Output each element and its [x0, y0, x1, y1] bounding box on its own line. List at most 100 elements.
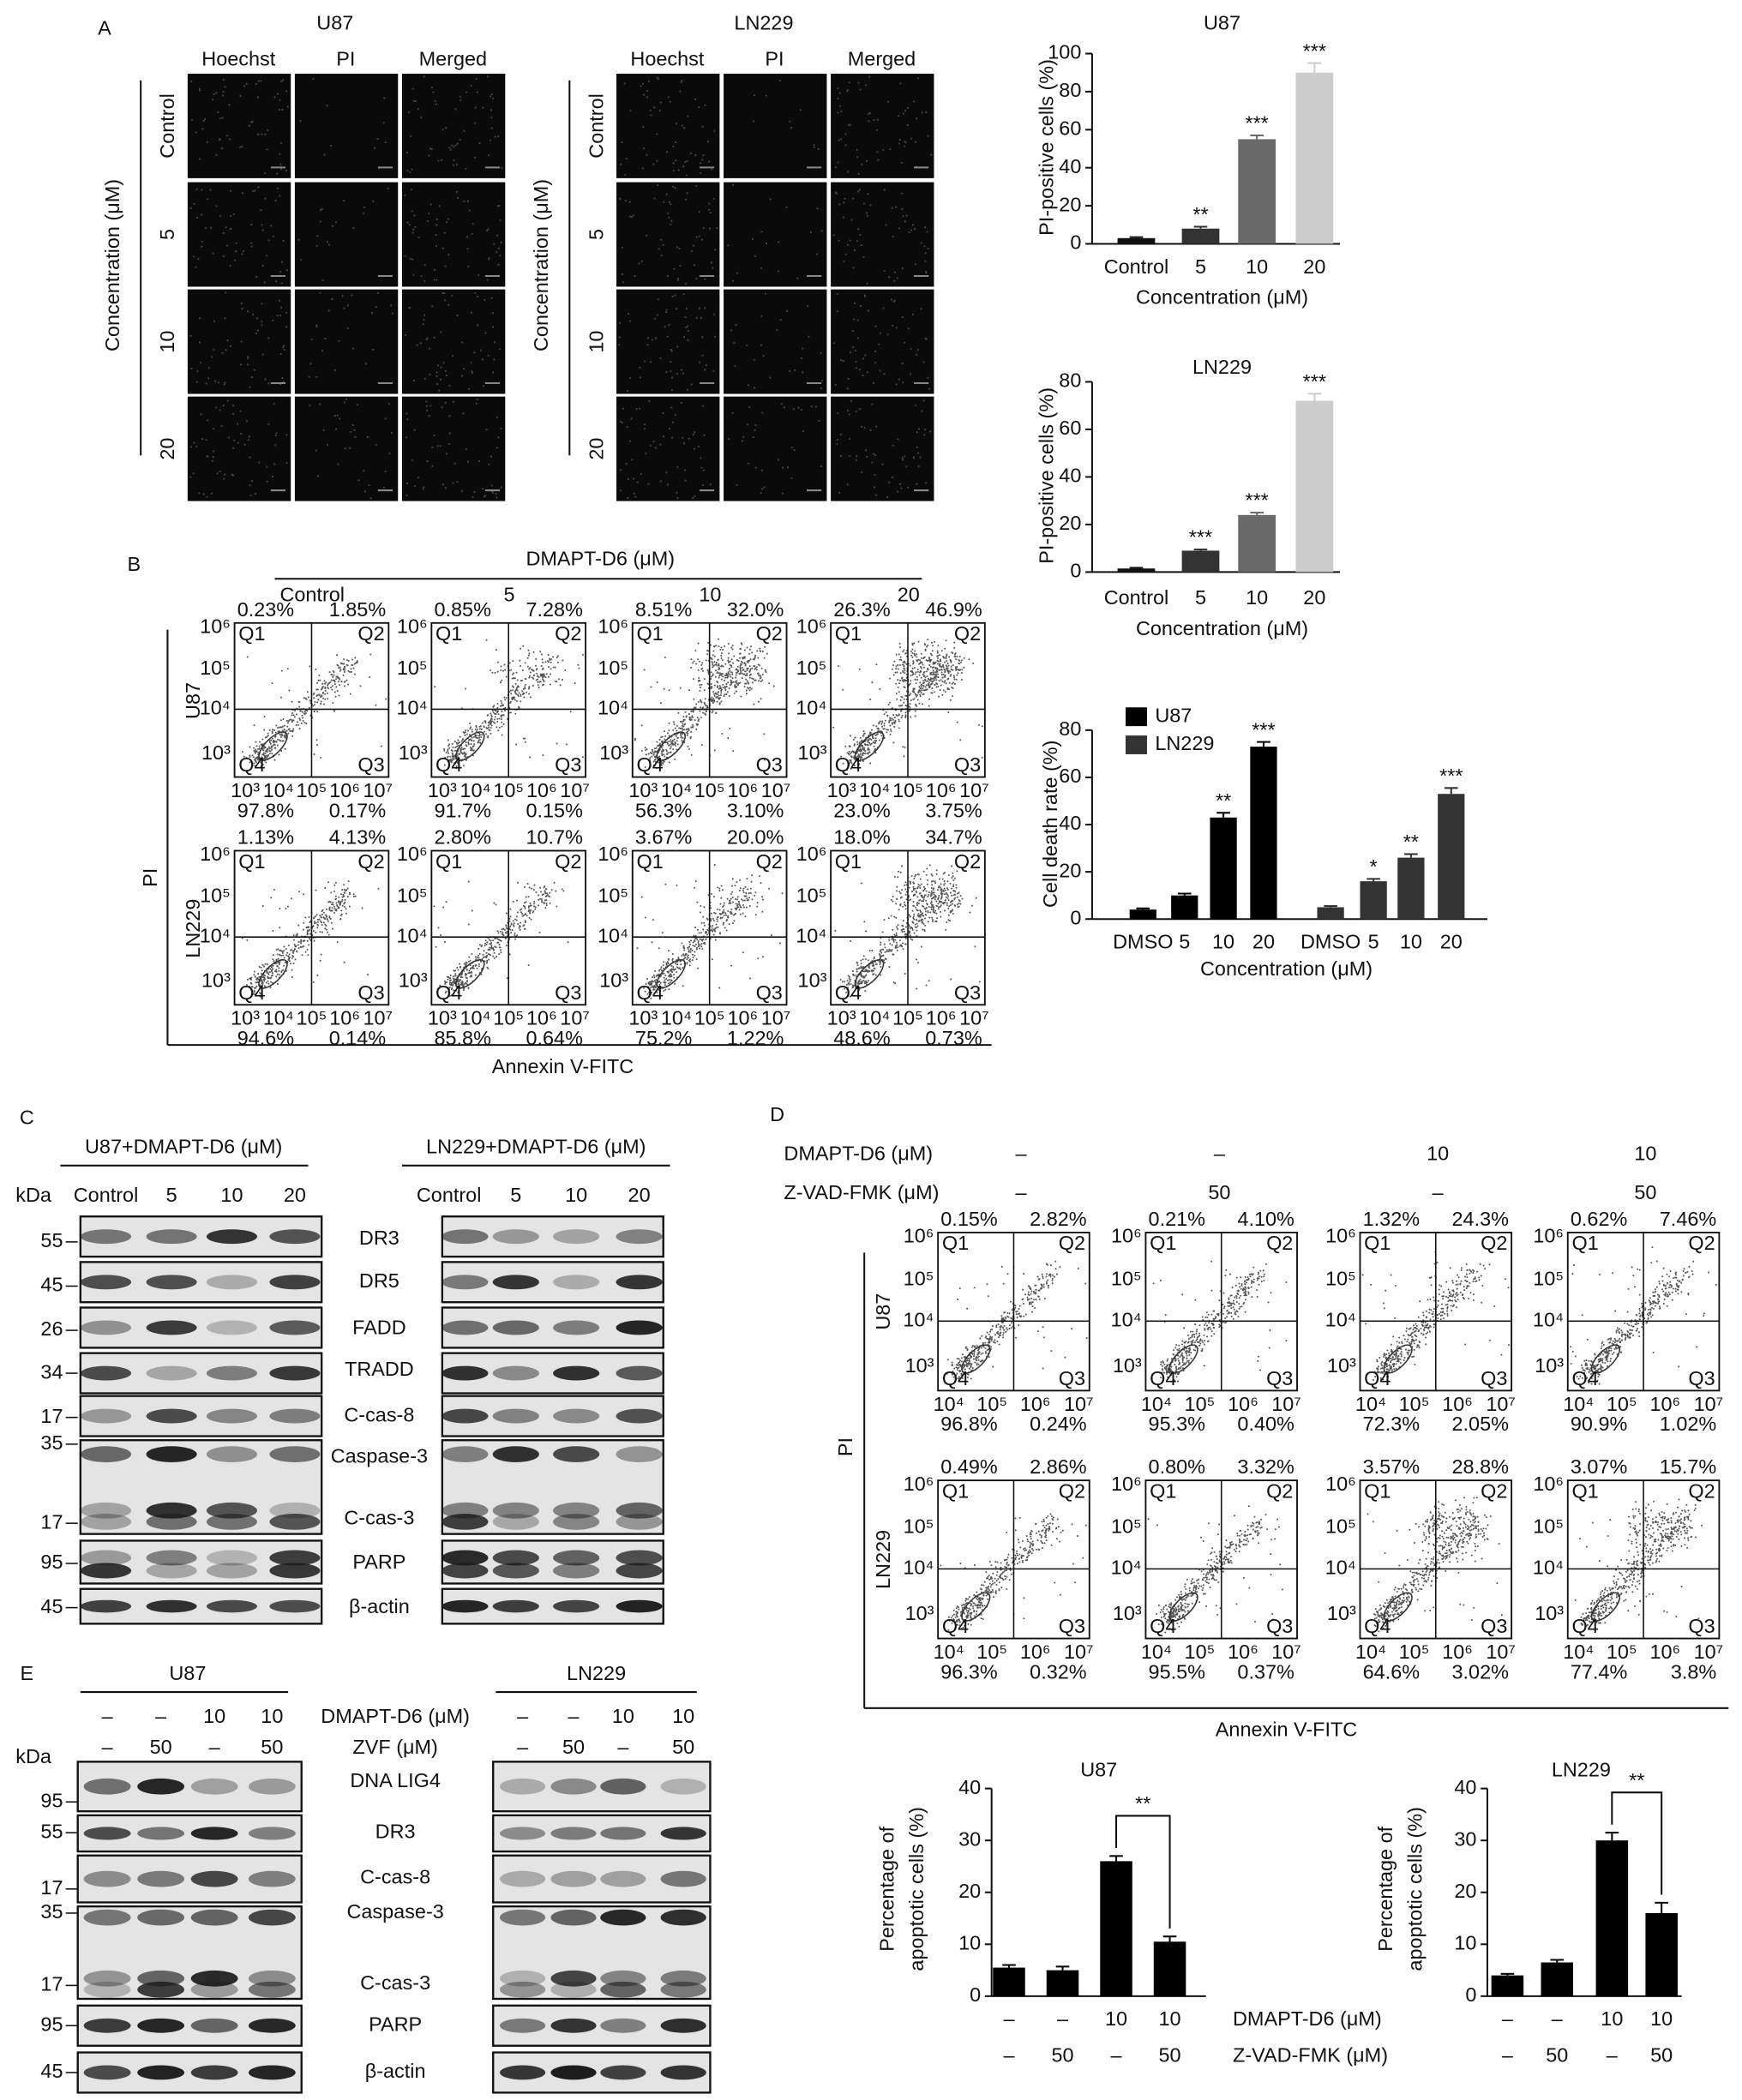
flow-density	[1383, 1592, 1413, 1622]
bar	[1238, 139, 1276, 244]
quadrant-label: Q2	[1481, 1479, 1507, 1502]
bar	[1360, 881, 1387, 920]
x-tick-label: 10⁴	[1563, 1641, 1594, 1663]
quadrant-label: Q2	[1059, 1232, 1085, 1254]
blot-band	[269, 1563, 321, 1579]
y-tick-label: 10³	[1113, 1354, 1142, 1377]
cell-signal	[189, 291, 288, 388]
blot-band	[80, 1502, 132, 1519]
y-tick-label: 30	[958, 1827, 981, 1850]
y-tick-label: 10⁶	[1111, 1225, 1142, 1247]
cell-signal	[308, 291, 393, 378]
y-tick-label: 10³	[905, 1354, 934, 1377]
cell-line-label: LN229	[182, 899, 204, 958]
treatment-value: 50	[261, 1736, 283, 1758]
x-tick-label: 10⁵	[1185, 1641, 1216, 1663]
y-tick-label: 10³	[798, 741, 827, 764]
marker-label: 17	[40, 1405, 63, 1427]
x-tick-label: 10⁴	[934, 1641, 964, 1663]
blot-band	[492, 1229, 539, 1245]
x-tick-label: 10⁴	[1563, 1393, 1594, 1415]
quadrant-label: Q4	[436, 981, 462, 1004]
blot-band	[492, 1563, 539, 1579]
bar	[1181, 550, 1220, 573]
x-tick-label: 10³	[628, 1007, 658, 1029]
y-tick-label: 80	[1059, 79, 1081, 101]
x-tick-label: 10⁵	[1607, 1393, 1637, 1415]
significance-label: *	[1370, 855, 1378, 878]
quadrant-label: Q3	[357, 981, 384, 1004]
blot-band	[500, 1870, 546, 1887]
y-tick-label: 60	[1059, 417, 1081, 439]
y-tick-label: 10⁴	[397, 697, 428, 719]
y-axis-label: PI-positive cells (%)	[1036, 59, 1058, 236]
x-tick-label: 10⁶	[727, 1007, 758, 1029]
quadrant-percent: 0.62%	[1571, 1208, 1627, 1230]
quadrant-label: Q2	[954, 850, 981, 873]
quadrant-label: Q1	[238, 850, 265, 873]
x-tick-label: 10⁷	[959, 1007, 989, 1029]
treatment-value: 10	[261, 1705, 283, 1727]
blot-band	[269, 1365, 321, 1381]
x-row-name: Z-VAD-FMK (μM)	[1233, 2043, 1388, 2066]
quadrant-percent: 32.0%	[727, 598, 784, 621]
blot-band	[146, 1550, 197, 1566]
condition-label: 10	[699, 584, 721, 606]
bar	[1171, 895, 1198, 920]
micrograph	[724, 396, 827, 501]
blot-band	[146, 1446, 197, 1463]
quadrant-label: Q4	[238, 981, 265, 1004]
x-tick-label: –	[1057, 2007, 1069, 2030]
quadrant-percent: 0.24%	[1030, 1413, 1086, 1435]
flow-density	[1590, 1344, 1621, 1374]
blot-band	[616, 1599, 663, 1613]
y-tick-label: 20	[1059, 193, 1081, 215]
quadrant-percent: 1.32%	[1363, 1208, 1420, 1230]
blot-band	[206, 1229, 257, 1245]
row-label: 20	[156, 438, 178, 460]
blot-band	[80, 1320, 132, 1335]
x-tick-label: 20	[1303, 255, 1325, 278]
quadrant-label: Q2	[1688, 1232, 1715, 1254]
micrograph	[187, 73, 291, 178]
cell-signal	[190, 78, 289, 175]
blot-band	[190, 1909, 238, 1926]
micrograph	[724, 182, 827, 287]
bar	[1491, 1975, 1524, 1996]
quadrant-percent: 2.80%	[434, 826, 490, 849]
treatment-name: Z-VAD-FMK (μM)	[784, 1181, 939, 1203]
row-axis-label: Concentration (μM)	[530, 179, 552, 351]
blot-band	[248, 2018, 296, 2033]
blot-band	[553, 1502, 600, 1519]
y-tick-label: 10³	[399, 969, 428, 991]
x-tick-label: 10⁶	[1442, 1393, 1473, 1415]
blot-band	[146, 1408, 197, 1424]
micrograph	[831, 73, 934, 178]
quadrant-label: Q1	[436, 622, 462, 645]
quadrant-label: Q4	[1364, 1367, 1391, 1389]
y-axis-label: Percentage of	[876, 1826, 898, 1951]
y-tick-label: 100	[1048, 41, 1081, 63]
x-tick-label: 10⁵	[976, 1393, 1007, 1415]
quadrant-percent: 94.6%	[237, 1027, 294, 1049]
quadrant-percent: 23.0%	[833, 799, 890, 821]
x-tick-label: 10⁵	[297, 1007, 327, 1029]
bar	[1046, 1970, 1079, 1996]
blot-band	[553, 1550, 600, 1566]
quadrant-percent: 85.8%	[434, 1027, 490, 1049]
flow-density	[854, 731, 885, 761]
quadrant-percent: 0.17%	[329, 799, 386, 821]
quadrant-percent: 3.07%	[1571, 1455, 1627, 1478]
blot-band	[660, 1909, 706, 1926]
y-tick-label: 10⁴	[903, 1308, 934, 1330]
quadrant-percent: 0.64%	[526, 1027, 582, 1049]
bar	[1295, 72, 1334, 244]
flow-events	[1570, 1246, 1717, 1385]
quadrant-percent: 26.3%	[833, 598, 890, 621]
quadrant-label: Q3	[1266, 1615, 1293, 1637]
quadrant-label: Q2	[1059, 1479, 1085, 1502]
cell-signal	[618, 293, 717, 393]
cell-signal	[189, 399, 288, 498]
blot-band	[550, 1870, 597, 1887]
